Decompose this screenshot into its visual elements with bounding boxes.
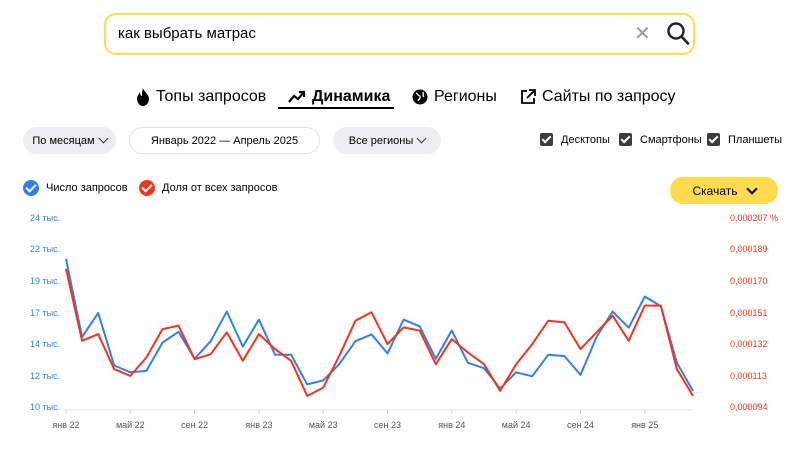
series-line-count [65, 258, 694, 392]
x-tick-label: май 24 [502, 420, 531, 430]
y-right-tick-label: 0,000094 [730, 402, 768, 412]
search-icon[interactable] [666, 21, 690, 47]
active-tab-underline [278, 107, 394, 109]
trend-icon [288, 90, 306, 103]
legend-count-label: Число запросов [46, 182, 128, 194]
check-icon [139, 180, 155, 196]
period-select[interactable]: По месяцам [23, 127, 116, 154]
tab-regions[interactable]: Регионы [412, 88, 497, 106]
y-left-tick-label: 17 тыс. [30, 308, 60, 318]
device-smartphone-label: Смартфоны [640, 133, 702, 146]
y-right-tick-label: 0,000207 % [730, 213, 778, 223]
checkbox-checked-icon [619, 133, 632, 146]
y-left-tick-label: 19 тыс. [30, 276, 60, 286]
tab-sites-label: Сайты по запросу [542, 88, 676, 105]
search-bar[interactable]: как выбрать матрас ✕ [104, 13, 695, 55]
x-tick-label: янв 24 [438, 420, 465, 430]
period-select-label: По месяцам [32, 134, 95, 147]
x-tick-label: янв 22 [52, 420, 79, 430]
device-tablet-label: Планшеты [728, 133, 783, 146]
tab-regions-label: Регионы [434, 88, 497, 105]
checkbox-checked-icon [540, 133, 553, 146]
tab-dynamics[interactable]: Динамика [288, 88, 390, 106]
date-range-label: Январь 2022 — Апрель 2025 [150, 134, 299, 147]
device-smartphone-checkbox[interactable]: Смартфоны [619, 133, 702, 146]
tab-sites[interactable]: Сайты по запросу [520, 88, 676, 106]
device-desktop-label: Десктопы [561, 133, 610, 146]
legend-share-label: Доля от всех запросов [162, 182, 278, 194]
tabs: Топы запросов Динамика Регионы Сайты по … [0, 88, 800, 118]
y-right-tick-label: 0,000170 [730, 276, 768, 286]
y-left-tick-label: 22 тыс. [30, 244, 60, 254]
globe-icon [412, 89, 428, 105]
legend-item-share[interactable]: Доля от всех запросов [139, 180, 277, 196]
check-icon [23, 180, 39, 196]
tab-tops[interactable]: Топы запросов [136, 88, 266, 106]
y-left-tick-label: 10 тыс. [30, 402, 60, 412]
x-tick-label: янв 25 [631, 420, 658, 430]
date-range-picker[interactable]: Январь 2022 — Апрель 2025 [129, 127, 320, 154]
download-button[interactable]: Скачать [670, 177, 778, 204]
x-tick-label: май 22 [116, 420, 145, 430]
region-select[interactable]: Все регионы [333, 127, 441, 154]
x-tick-label: янв 23 [245, 420, 272, 430]
region-select-label: Все регионы [348, 134, 414, 147]
x-tick-label: май 23 [309, 420, 338, 430]
y-right-tick-label: 0,000132 [730, 339, 768, 349]
x-tick-label: сен 23 [374, 420, 401, 430]
y-right-tick-label: 0,000113 [730, 371, 767, 381]
y-left-tick-label: 12 тыс. [30, 371, 60, 381]
legend-item-count[interactable]: Число запросов [23, 180, 128, 196]
close-icon[interactable]: ✕ [634, 23, 651, 45]
series-line-share [65, 268, 694, 397]
device-tablet-checkbox[interactable]: Планшеты [707, 133, 782, 146]
fire-icon [137, 88, 149, 106]
y-right-tick-label: 0,000151 [730, 308, 768, 318]
tab-dynamics-label: Динамика [312, 88, 391, 105]
tab-tops-label: Топы запросов [156, 88, 267, 105]
checkbox-checked-icon [707, 133, 720, 146]
x-tick-label: сен 22 [181, 420, 208, 430]
x-tick-label: сен 24 [567, 420, 594, 430]
device-desktop-checkbox[interactable]: Десктопы [540, 133, 610, 146]
y-left-tick-label: 24 тыс. [30, 213, 60, 223]
y-left-tick-label: 14 тыс. [30, 339, 60, 349]
y-right-tick-label: 0,000189 [730, 244, 768, 254]
download-label: Скачать [692, 183, 738, 198]
external-link-icon [521, 89, 536, 104]
search-input[interactable]: как выбрать матрас [118, 25, 256, 42]
